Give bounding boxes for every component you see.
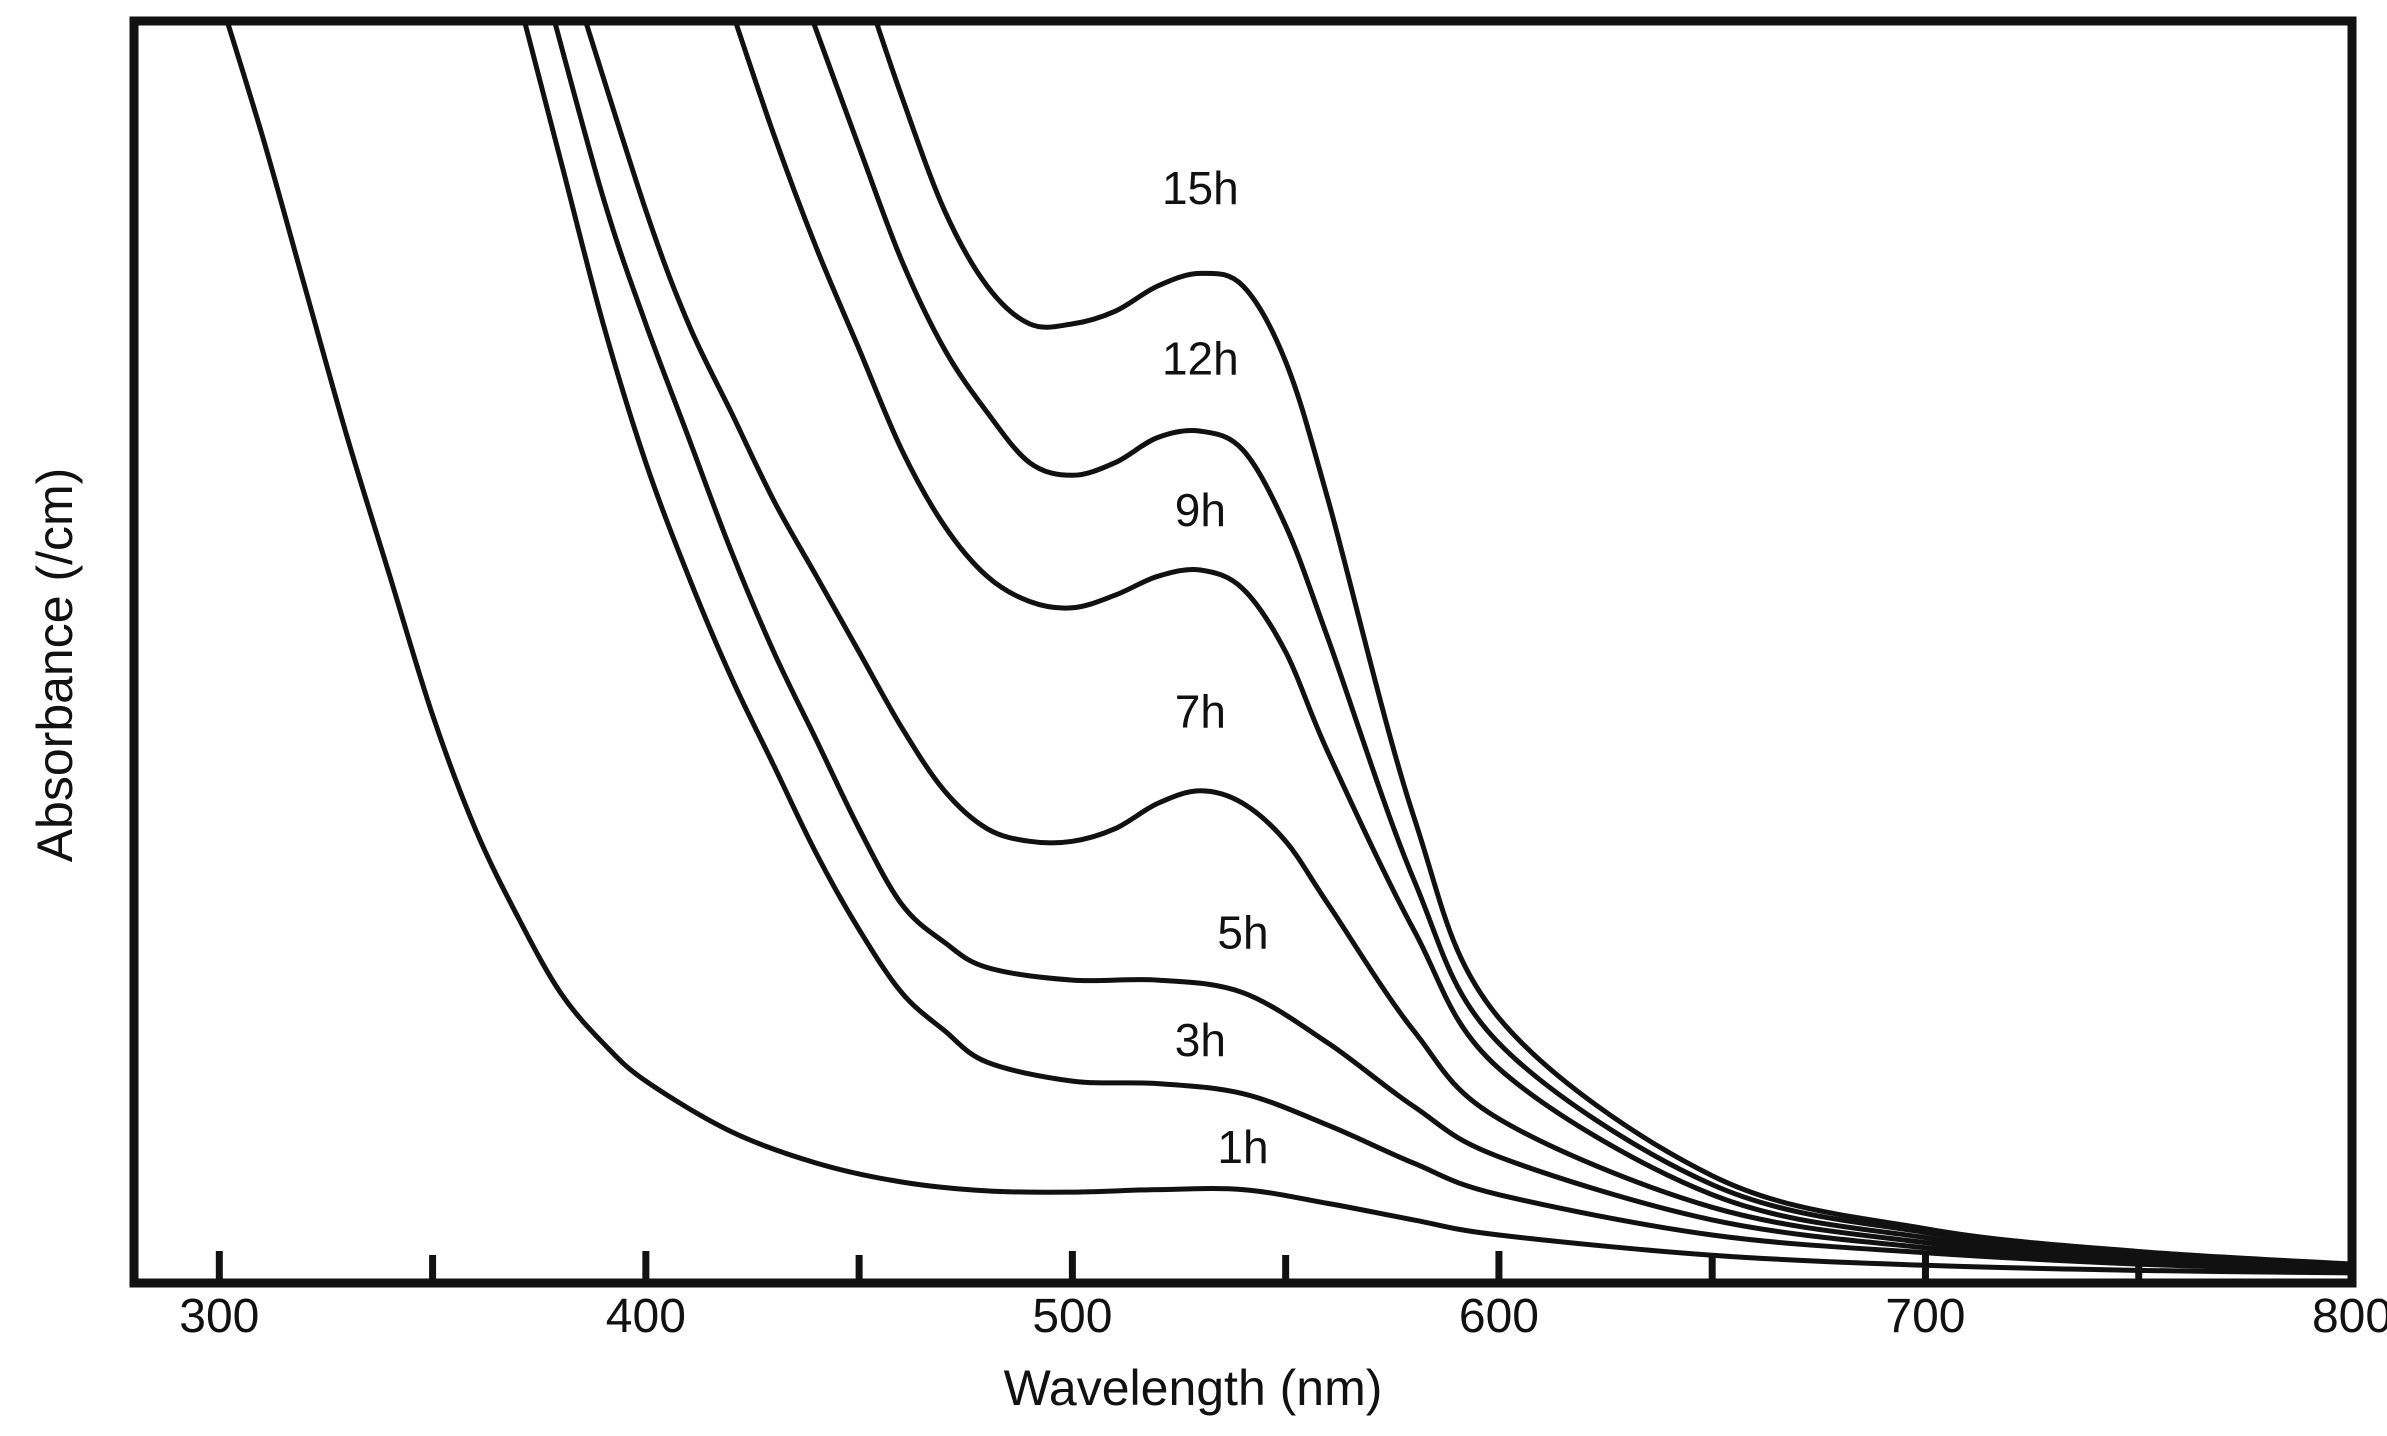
series-line-15h xyxy=(873,21,2352,1267)
y-axis-title: Absorbance (/cm) xyxy=(27,468,83,863)
x-tick-label-800: 800 xyxy=(2312,1290,2387,1343)
series-label-12h: 12h xyxy=(1162,332,1239,384)
series-line-7h xyxy=(582,21,2352,1271)
x-tick-label-400: 400 xyxy=(606,1290,686,1343)
series-label-15h: 15h xyxy=(1162,162,1239,214)
x-tick-label-600: 600 xyxy=(1459,1290,1539,1343)
series-line-12h xyxy=(810,21,2352,1268)
labels-layer: 15h 12h 9h 7h 5h 3h 1h xyxy=(1162,162,1269,1173)
x-tick-label-700: 700 xyxy=(1885,1290,1965,1343)
x-axis-title: Wavelength (nm) xyxy=(1004,1360,1383,1416)
series-line-9h xyxy=(732,21,2352,1270)
series-label-7h: 7h xyxy=(1175,686,1226,738)
series-label-1h: 1h xyxy=(1217,1121,1268,1173)
series-line-1h xyxy=(224,21,2352,1276)
series-label-9h: 9h xyxy=(1175,484,1226,536)
x-tick-label-300: 300 xyxy=(179,1290,259,1343)
curves-layer xyxy=(224,21,2352,1276)
x-tick-label-500: 500 xyxy=(1032,1290,1112,1343)
series-label-3h: 3h xyxy=(1175,1014,1226,1066)
plot-frame xyxy=(129,16,2357,1288)
ticks-layer: 300 400 500 600 700 800 xyxy=(179,1251,2387,1343)
series-label-5h: 5h xyxy=(1217,907,1268,959)
series-line-3h xyxy=(521,21,2352,1273)
series-line-5h xyxy=(551,21,2352,1272)
